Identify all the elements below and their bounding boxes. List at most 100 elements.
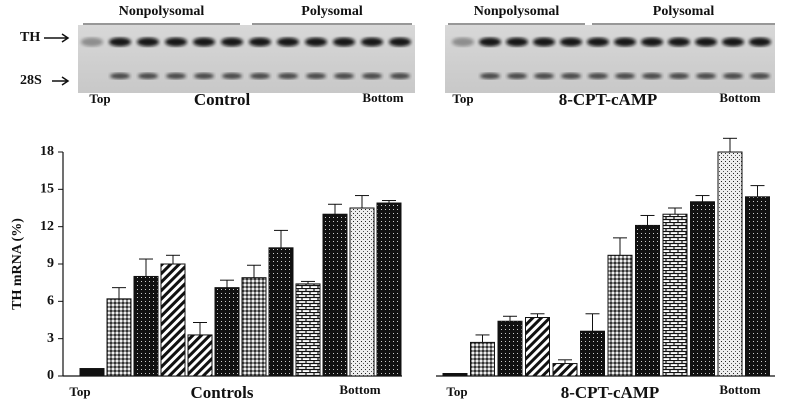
bar bbox=[241, 277, 267, 377]
error-bar bbox=[475, 334, 490, 343]
s28-band bbox=[166, 73, 186, 79]
group-name: 8-CPT-cAMP bbox=[561, 383, 660, 402]
th-band bbox=[221, 37, 243, 47]
th-band bbox=[722, 37, 744, 47]
error-bar bbox=[640, 214, 655, 226]
bar bbox=[268, 247, 294, 377]
error-bar bbox=[166, 254, 180, 264]
error-bar bbox=[193, 321, 207, 335]
bar bbox=[442, 373, 468, 377]
th-band bbox=[109, 37, 131, 47]
s28-band bbox=[194, 73, 214, 79]
blot-name: 8-CPT-cAMP bbox=[559, 90, 658, 109]
s28-band bbox=[110, 73, 130, 79]
th-band bbox=[749, 37, 771, 47]
row-label: TH bbox=[20, 30, 40, 45]
s28-band bbox=[334, 73, 354, 79]
section-label: Polysomal bbox=[653, 4, 715, 19]
error-bar bbox=[274, 229, 288, 248]
s28-band bbox=[138, 73, 158, 79]
bar bbox=[322, 213, 348, 377]
y-tick-label: 15 bbox=[40, 182, 54, 197]
th-band bbox=[560, 37, 582, 47]
bar bbox=[580, 330, 605, 377]
s28-band bbox=[362, 73, 382, 79]
th-band bbox=[81, 37, 103, 47]
s28-band bbox=[222, 73, 242, 79]
bar bbox=[497, 320, 523, 377]
s28-band bbox=[534, 73, 554, 79]
blot-image bbox=[445, 25, 775, 93]
bar bbox=[214, 287, 240, 377]
bar bbox=[160, 263, 186, 377]
bar bbox=[106, 298, 132, 377]
th-band bbox=[695, 37, 717, 47]
error-bar bbox=[613, 237, 627, 256]
error-bar bbox=[355, 195, 369, 208]
group-start-label: Top bbox=[446, 384, 467, 399]
group-start-label: Top bbox=[69, 384, 90, 399]
error-bar bbox=[220, 279, 234, 288]
section-label: Polysomal bbox=[301, 4, 363, 19]
blot-bottom-label: Bottom bbox=[362, 90, 403, 105]
s28-band bbox=[723, 73, 743, 79]
error-bar bbox=[328, 203, 342, 215]
row-arrow bbox=[52, 76, 70, 86]
s28-band bbox=[696, 73, 716, 79]
th-band bbox=[452, 37, 474, 47]
s28-band bbox=[561, 73, 581, 79]
th-band bbox=[389, 37, 411, 47]
s28-band bbox=[642, 73, 662, 79]
th-band bbox=[361, 37, 383, 47]
th-band bbox=[137, 37, 159, 47]
th-band bbox=[614, 37, 636, 47]
bar bbox=[635, 224, 660, 377]
s28-band bbox=[588, 73, 608, 79]
error-bar bbox=[382, 200, 396, 204]
error-bar bbox=[750, 185, 765, 197]
th-band bbox=[506, 37, 528, 47]
y-tick-label: 0 bbox=[47, 368, 54, 383]
group-end-label: Bottom bbox=[339, 382, 380, 397]
bar bbox=[470, 341, 495, 377]
blot-top-label: Top bbox=[452, 91, 473, 106]
group-end-label: Bottom bbox=[719, 382, 760, 397]
th-band bbox=[249, 37, 271, 47]
bar bbox=[376, 202, 402, 377]
bar bbox=[662, 213, 688, 377]
th-band bbox=[587, 37, 609, 47]
blot-bottom-label: Bottom bbox=[719, 90, 760, 105]
th-band bbox=[305, 37, 327, 47]
s28-band bbox=[507, 73, 527, 79]
blot-top-label: Top bbox=[89, 91, 110, 106]
bar bbox=[187, 334, 213, 377]
error-bar bbox=[585, 313, 600, 332]
section-label: Nonpolysomal bbox=[474, 4, 560, 19]
error-bar bbox=[668, 207, 682, 215]
bar bbox=[717, 151, 743, 377]
error-bar bbox=[723, 137, 737, 152]
y-tick-label: 12 bbox=[40, 219, 54, 234]
th-band bbox=[641, 37, 663, 47]
bar bbox=[552, 363, 578, 377]
th-band bbox=[193, 37, 215, 47]
th-band bbox=[165, 37, 187, 47]
y-tick-label: 9 bbox=[47, 256, 54, 271]
row-arrow bbox=[44, 33, 70, 43]
s28-band bbox=[390, 73, 410, 79]
bar bbox=[133, 275, 159, 377]
s28-band bbox=[750, 73, 770, 79]
error-bar bbox=[530, 313, 545, 318]
section-label: Nonpolysomal bbox=[119, 4, 205, 19]
s28-band bbox=[306, 73, 326, 79]
blot-image bbox=[78, 25, 415, 93]
group-name: Controls bbox=[191, 383, 254, 402]
error-bar bbox=[695, 195, 710, 202]
s28-band bbox=[278, 73, 298, 79]
s28-band bbox=[669, 73, 689, 79]
error-bar bbox=[301, 280, 315, 284]
th-band bbox=[668, 37, 690, 47]
blot-name: Control bbox=[194, 90, 251, 109]
